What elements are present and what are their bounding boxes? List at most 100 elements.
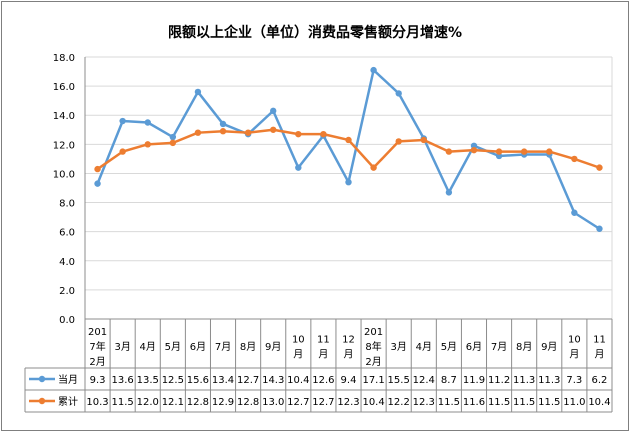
data-point — [345, 136, 352, 144]
table-value: 11.5 — [488, 397, 510, 408]
table-value: 14.3 — [262, 375, 284, 386]
data-point — [219, 128, 227, 135]
table-value: 11.0 — [563, 397, 585, 408]
table-value: 11.5 — [112, 397, 134, 408]
table-value: 12.9 — [212, 397, 234, 408]
data-point — [445, 189, 453, 196]
data-point — [144, 141, 151, 148]
legend-label: 当月 — [58, 373, 78, 386]
x-category-label: 10 — [292, 335, 305, 346]
table-value: 11.5 — [438, 397, 460, 408]
data-point — [345, 178, 352, 186]
data-point — [144, 119, 151, 126]
table-value: 12.7 — [312, 397, 334, 408]
table-value: 6.2 — [591, 375, 607, 386]
data-point — [546, 148, 553, 155]
table-value: 8.7 — [441, 375, 457, 386]
x-category-label: 5月 — [165, 341, 181, 353]
y-tick-label: 10.0 — [53, 169, 75, 180]
table-value: 12.0 — [137, 397, 159, 408]
table-value: 13.0 — [262, 397, 284, 408]
x-category-label: 3月 — [114, 341, 130, 353]
data-point — [219, 120, 227, 128]
x-category-label: 3月 — [391, 341, 407, 353]
table-value: 10.4 — [287, 375, 309, 386]
table-value: 12.8 — [237, 397, 259, 408]
data-point — [470, 146, 478, 154]
chart-title: 限额以上企业（单位）消费品零售额分月增速% — [167, 25, 463, 41]
table-value: 11.3 — [538, 375, 560, 386]
x-category-label: 5月 — [441, 341, 457, 353]
data-point — [169, 139, 177, 147]
table-value: 11.9 — [463, 375, 485, 386]
x-category-label: 8年 — [365, 340, 381, 353]
table-value: 12.4 — [413, 375, 435, 386]
x-category-label: 6月 — [190, 341, 206, 353]
table-value: 12.3 — [337, 397, 359, 408]
x-category-label: 月 — [594, 349, 604, 361]
x-category-label: 10 — [568, 335, 581, 346]
data-point — [119, 148, 126, 155]
legend-key-marker — [38, 397, 46, 405]
x-category-label: 7年 — [89, 340, 105, 353]
data-point — [596, 225, 603, 232]
x-category-label: 8月 — [240, 341, 256, 353]
table-value: 15.6 — [187, 375, 209, 386]
table-value: 15.5 — [388, 375, 410, 386]
x-category-label: 7月 — [491, 341, 507, 353]
table-value: 11.5 — [513, 397, 535, 408]
table-value: 11.5 — [538, 397, 560, 408]
table-value: 12.5 — [162, 375, 184, 386]
data-point — [520, 148, 528, 155]
table-value: 12.1 — [162, 397, 184, 408]
table-value: 7.3 — [566, 375, 582, 386]
x-category-label: 9月 — [265, 341, 281, 353]
table-value: 13.6 — [112, 375, 134, 386]
data-point — [495, 148, 503, 155]
data-point — [571, 209, 578, 216]
table-value: 12.3 — [413, 397, 435, 408]
data-point — [94, 165, 101, 173]
data-point — [169, 133, 177, 141]
data-point — [194, 129, 202, 136]
y-tick-label: 2.0 — [59, 286, 75, 297]
table-value: 12.6 — [312, 375, 334, 386]
table-value: 9.4 — [341, 375, 357, 386]
table-value: 10.4 — [362, 397, 384, 408]
table-value: 12.2 — [388, 397, 410, 408]
data-point — [244, 129, 252, 136]
x-category-label: 月 — [569, 349, 579, 361]
x-category-label: 201 — [88, 327, 107, 338]
data-point — [194, 88, 202, 96]
table-value: 10.3 — [86, 397, 108, 408]
y-tick-label: 8.0 — [59, 199, 75, 210]
data-point — [571, 155, 578, 163]
y-tick-label: 0.0 — [59, 315, 75, 326]
y-tick-label: 4.0 — [59, 257, 75, 268]
data-point — [370, 164, 377, 171]
x-category-label: 6月 — [466, 341, 482, 353]
data-point — [596, 164, 603, 171]
data-point — [395, 90, 402, 97]
x-category-label: 12 — [342, 335, 355, 346]
data-point — [295, 130, 302, 138]
legend-key-marker — [38, 375, 46, 383]
table-value: 17.1 — [362, 375, 384, 386]
table-value: 13.5 — [137, 375, 159, 386]
y-tick-label: 6.0 — [59, 228, 75, 239]
x-category-label: 7月 — [215, 341, 231, 353]
x-category-label: 11 — [317, 335, 330, 346]
table-value: 10.4 — [588, 397, 610, 408]
y-tick-label: 14.0 — [53, 111, 75, 122]
data-point — [420, 136, 427, 144]
data-point — [94, 180, 101, 187]
x-category-label: 9月 — [541, 341, 557, 353]
table-value: 11.2 — [488, 375, 510, 386]
x-category-label: 2月 — [89, 356, 105, 368]
x-category-label: 11 — [593, 335, 606, 346]
table-value: 12.7 — [287, 397, 309, 408]
x-category-label: 4月 — [416, 341, 432, 353]
data-point — [320, 130, 327, 138]
